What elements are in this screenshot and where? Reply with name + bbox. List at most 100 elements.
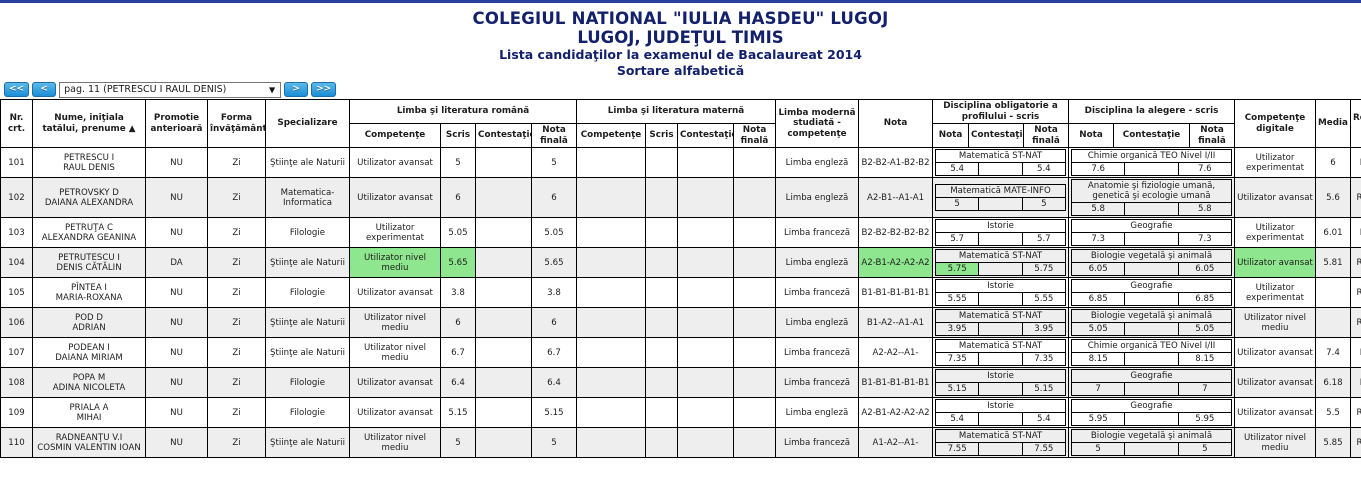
- cell-disciplina-alegere: Geografie 6.85 6.85: [1068, 277, 1235, 308]
- pagination-bar: << < pag. 11 (PETRESCU I RAUL DENIS) ▼ >…: [0, 79, 1361, 99]
- table-row[interactable]: 106 POD D ADRIAN NU Zi Ştiinţe ale Naturii Uti…: [0, 307, 1361, 338]
- obligatorie-nume-disciplina: Matematică ST-NAT: [935, 339, 1066, 353]
- prev-page-button[interactable]: <: [32, 82, 57, 97]
- alegere-nota-finala: 7.3: [1177, 232, 1233, 246]
- col-romana-contestatie[interactable]: Contestaţie: [475, 123, 532, 148]
- obligatorie-contestatie: [978, 292, 1023, 306]
- cell-media: 5.5: [1315, 397, 1351, 428]
- obligatorie-nota: 5.4: [934, 412, 980, 426]
- cell-disciplina-alegere: Chimie organică TEO Nivel I/II 8.15 8.15: [1068, 337, 1235, 368]
- col-obligatorie-nota[interactable]: Nota: [932, 123, 969, 148]
- col-media[interactable]: Media: [1315, 99, 1351, 148]
- cell-nota: A2-B1-A2-A2-A2: [858, 397, 933, 428]
- obligatorie-nume-disciplina: Matematică ST-NAT: [935, 249, 1066, 263]
- cell-forma-invatamant: Zi: [207, 217, 266, 248]
- cell-romana-scris: 3.8: [440, 277, 476, 308]
- cell-materna-competente: [576, 427, 646, 458]
- cell-disciplina-alegere: Chimie organică TEO Nivel I/II 7.6 7.6: [1068, 147, 1235, 178]
- obligatorie-nota-finala: 5: [1021, 197, 1067, 211]
- col-materna-contestatie[interactable]: Contestaţie: [677, 123, 734, 148]
- cell-nr-crt: 109: [0, 397, 33, 428]
- cell-disciplina-alegere: Geografie 7.3 7.3: [1068, 217, 1235, 248]
- table-row[interactable]: 108 POPA M ADINA NICOLETA NU Zi Filologie Util…: [0, 367, 1361, 398]
- cell-romana-nota-finala: 5.05: [531, 217, 577, 248]
- page-select[interactable]: pag. 11 (PETRESCU I RAUL DENIS) ▼: [59, 81, 282, 98]
- col-nota[interactable]: Nota: [858, 99, 933, 148]
- col-forma[interactable]: Forma învăţământ: [207, 99, 266, 148]
- header-row-sub: Competenţe Scris Contestaţie Nota finală…: [1, 123, 1361, 148]
- obligatorie-nume-disciplina: Istorie: [935, 399, 1066, 413]
- cell-nota: A1-A2--A1-: [858, 427, 933, 458]
- col-nr-crt[interactable]: Nr. crt.: [0, 99, 33, 148]
- cell-materna-contestatie: [677, 337, 734, 368]
- col-romana-competente[interactable]: Competenţe: [349, 123, 441, 148]
- cell-limba-moderna: Limba engleză: [775, 247, 859, 278]
- school-name: COLEGIUL NATIONAL "IULIA HASDEU" LUGOJ: [472, 9, 889, 28]
- obligatorie-nota: 5.55: [934, 292, 980, 306]
- cell-materna-scris: [645, 147, 678, 178]
- col-alegere-nota[interactable]: Nota: [1068, 123, 1114, 148]
- table-row[interactable]: 109 PRIALA A MIHAI NU Zi Filologie Utilizator …: [0, 397, 1361, 428]
- cell-romana-scris: 6: [440, 177, 476, 218]
- col-materna-scris[interactable]: Scris: [645, 123, 678, 148]
- next-page-button[interactable]: >: [284, 82, 309, 97]
- cell-media: 7.4: [1315, 337, 1351, 368]
- cell-rezultat-final: Respins: [1350, 177, 1361, 218]
- cell-materna-competente: [576, 277, 646, 308]
- cell-materna-nota-finala: [733, 367, 776, 398]
- table-row[interactable]: 105 PÎNTEA I MARIA-ROXANA NU Zi Filologie Util…: [0, 277, 1361, 308]
- col-materna-nota-finala[interactable]: Nota finală: [733, 123, 776, 148]
- cell-forma-invatamant: Zi: [207, 427, 266, 458]
- col-limba-moderna[interactable]: Limba modernă studiată - competenţe: [775, 99, 859, 148]
- col-materna-competente[interactable]: Competenţe: [576, 123, 646, 148]
- table-row[interactable]: 110 RADNEANŢU V.I COSMIN VALENTIN IOAN NU Zi…: [0, 427, 1361, 458]
- col-promotie[interactable]: Promotie anterioară: [145, 99, 208, 148]
- table-row[interactable]: 101 PETRESCU I RAUL DENIS NU Zi Ştiinţe ale N…: [0, 147, 1361, 178]
- cell-romana-competente: Utilizator experimentat: [349, 217, 441, 248]
- col-nume[interactable]: Nume, iniţiala tatălui, prenume ▲: [32, 99, 146, 148]
- cell-romana-contestatie: [475, 277, 532, 308]
- col-romana-nota-finala[interactable]: Nota finală: [531, 123, 577, 148]
- col-competente-digitale[interactable]: Competenţe digitale: [1234, 99, 1316, 148]
- alegere-contestatie: [1124, 412, 1179, 426]
- col-alegere-contestatie[interactable]: Contestaţie: [1113, 123, 1190, 148]
- school-city: LUGOJ, JUDEŢUL TIMIS: [577, 28, 784, 47]
- cell-disciplina-obligatorie: Matematică ST-NAT 7.55 7.55: [932, 427, 1069, 458]
- cell-materna-nota-finala: [733, 177, 776, 218]
- cell-nota: B1-B1-B1-B1-B1: [858, 277, 933, 308]
- cell-limba-moderna: Limba franceză: [775, 427, 859, 458]
- cell-rezultat-final: Respins: [1350, 307, 1361, 338]
- page-select-value: pag. 11 (PETRESCU I RAUL DENIS): [64, 84, 227, 95]
- col-alegere-nota-finala[interactable]: Nota finală: [1189, 123, 1235, 148]
- alegere-contestatie: [1124, 202, 1179, 216]
- alegere-contestatie: [1124, 322, 1179, 336]
- col-obligatorie-contestatie[interactable]: Contestaţie: [968, 123, 1024, 148]
- col-romana-scris[interactable]: Scris: [440, 123, 476, 148]
- cell-romana-competente: Utilizator avansat: [349, 177, 441, 218]
- first-page-button[interactable]: <<: [4, 82, 30, 97]
- cell-promotie: NU: [145, 367, 208, 398]
- cell-promotie: NU: [145, 177, 208, 218]
- col-obligatorie-nota-finala[interactable]: Nota finală: [1023, 123, 1069, 148]
- report-sort-mode: Sortare alfabetică: [616, 63, 745, 78]
- cell-romana-competente: Utilizator avansat: [349, 397, 441, 428]
- col-specializare[interactable]: Specializare: [265, 99, 350, 148]
- cell-materna-competente: [576, 307, 646, 338]
- cell-nume: PÎNTEA I MARIA-ROXANA: [32, 277, 146, 308]
- last-page-button[interactable]: >>: [311, 82, 337, 97]
- table-row[interactable]: 102 PETROVSKY D DAIANA ALEXANDRA NU Zi Matema…: [0, 177, 1361, 218]
- table-row[interactable]: 104 PETRUTESCU I DENIS CĂTĂLIN DA Zi Ştiinţe …: [0, 247, 1361, 278]
- cell-romana-nota-finala: 3.8: [531, 277, 577, 308]
- cell-nume: RADNEANŢU V.I COSMIN VALENTIN IOAN: [32, 427, 146, 458]
- table-row[interactable]: 103 PETRUŢA C ALEXANDRA GEANINA NU Zi Filolog…: [0, 217, 1361, 248]
- alegere-nota: 5.8: [1070, 202, 1126, 216]
- cell-forma-invatamant: Zi: [207, 277, 266, 308]
- table-row[interactable]: 107 PODEAN I DAIANA MIRIAM NU Zi Ştiinţe ale …: [0, 337, 1361, 368]
- cell-promotie: NU: [145, 307, 208, 338]
- cell-promotie: NU: [145, 277, 208, 308]
- cell-romana-contestatie: [475, 367, 532, 398]
- cell-materna-contestatie: [677, 147, 734, 178]
- col-rezultat-final[interactable]: Rezultatul final: [1350, 99, 1361, 148]
- cell-materna-scris: [645, 217, 678, 248]
- cell-romana-scris: 6.7: [440, 337, 476, 368]
